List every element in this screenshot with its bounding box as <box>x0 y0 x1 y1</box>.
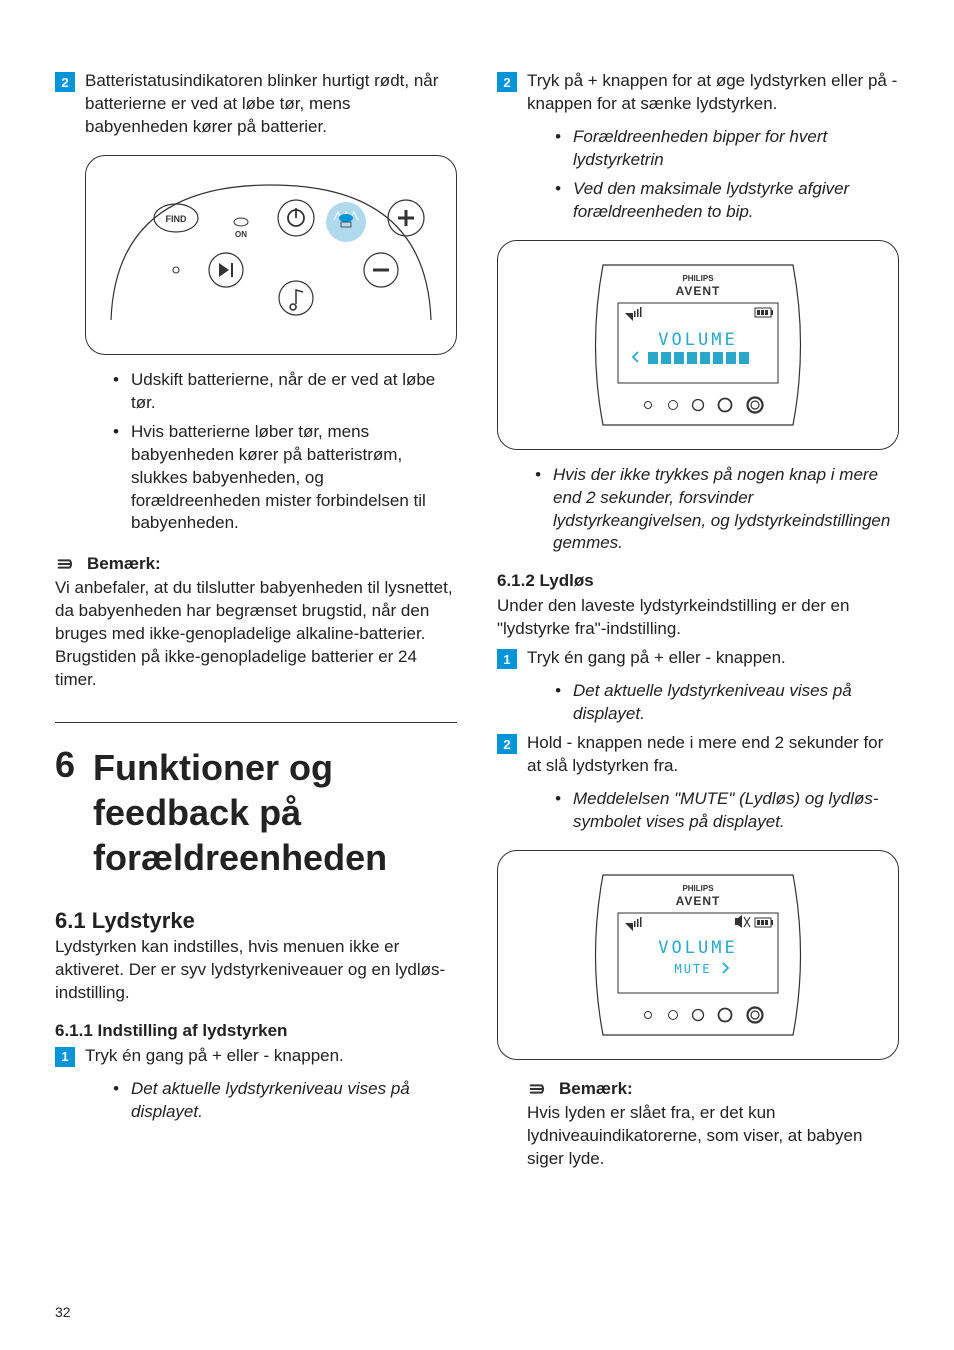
note-label: Bemærk: <box>87 554 161 574</box>
bullet-item: Meddelelsen "MUTE" (Lydløs) og lydløs-sy… <box>555 788 899 834</box>
svg-text:PHILIPS: PHILIPS <box>682 884 714 893</box>
left-step-2: 2 Batteristatusindikatoren blinker hurti… <box>55 70 457 139</box>
svg-text:VOLUME: VOLUME <box>658 330 737 350</box>
note-row: Bemærk: <box>527 1078 899 1100</box>
find-label: FIND <box>166 214 187 224</box>
s612-step1-bullets: Det aktuelle lydstyrkeniveau vises på di… <box>555 680 899 726</box>
bullet-item: Det aktuelle lydstyrkeniveau vises på di… <box>555 680 899 726</box>
note-icon <box>55 553 77 575</box>
svg-text:VOLUME: VOLUME <box>658 938 737 958</box>
parent-unit-volume-illustration: PHILIPS AVENT VOLUME <box>497 240 899 450</box>
step-text: Tryk på + knappen for at øge lydstyrken … <box>527 70 899 116</box>
step-number: 1 <box>497 649 517 669</box>
bullet-item: Det aktuelle lydstyrkeniveau vises på di… <box>113 1078 457 1124</box>
subsubsection-heading: 6.1.2 Lydløs <box>497 571 899 591</box>
left-column: 2 Batteristatusindikatoren blinker hurti… <box>55 70 457 1171</box>
note-body: Vi anbefaler, at du tilslutter babyenhed… <box>55 577 457 692</box>
step-text: Batteristatusindikatoren blinker hurtigt… <box>85 70 457 139</box>
step-text: Tryk én gang på + eller - knappen. <box>85 1045 344 1068</box>
bullet-item: Hvis batterierne løber tør, mens babyenh… <box>113 421 457 536</box>
step-number: 2 <box>497 72 517 92</box>
section-number: 6 <box>55 745 75 880</box>
baby-unit-illustration: FIND ON <box>85 155 457 355</box>
section-title: Funktioner og feedback på forældreenhede… <box>93 745 457 880</box>
bullet-item: Hvis der ikke trykkes på nogen knap i me… <box>535 464 899 556</box>
step-text: Hold - knappen nede i mere end 2 sekunde… <box>527 732 899 778</box>
svg-text:AVENT: AVENT <box>676 894 721 908</box>
volume-bars <box>648 352 749 364</box>
step-number: 2 <box>55 72 75 92</box>
step-text: Tryk én gang på + eller - knappen. <box>527 647 786 670</box>
parent-unit-mute-illustration: PHILIPS AVENT VOLUME MUTE <box>497 850 899 1060</box>
subsection-body: Lydstyrken kan indstilles, hvis menuen i… <box>55 936 457 1005</box>
step-number: 2 <box>497 734 517 754</box>
right-after-display-bullets: Hvis der ikke trykkes på nogen knap i me… <box>535 464 899 556</box>
s612-intro: Under den laveste lydstyrkeindstilling e… <box>497 595 899 641</box>
right-column: 2 Tryk på + knappen for at øge lydstyrke… <box>497 70 899 1171</box>
bullet-item: Ved den maksimale lydstyrke afgiver foræ… <box>555 178 899 224</box>
section-divider <box>55 722 457 723</box>
subsubsection-heading: 6.1.1 Indstilling af lydstyrken <box>55 1021 457 1041</box>
svg-text:MUTE: MUTE <box>675 962 712 976</box>
note-body: Hvis lyden er slået fra, er det kun lydn… <box>527 1102 899 1171</box>
s611-step1-bullets: Det aktuelle lydstyrkeniveau vises på di… <box>113 1078 457 1124</box>
right-step2-bullets: Forældreenheden bipper for hvert lydstyr… <box>555 126 899 224</box>
s612-step2-bullets: Meddelelsen "MUTE" (Lydløs) og lydløs-sy… <box>555 788 899 834</box>
s612-step-1: 1 Tryk én gang på + eller - knappen. <box>497 647 899 670</box>
page-number: 32 <box>55 1304 71 1320</box>
note-row: Bemærk: <box>55 553 457 575</box>
on-label: ON <box>235 230 247 239</box>
svg-text:AVENT: AVENT <box>676 284 721 298</box>
step-number: 1 <box>55 1047 75 1067</box>
subsection-heading: 6.1 Lydstyrke <box>55 908 457 934</box>
svg-text:PHILIPS: PHILIPS <box>682 274 714 283</box>
note-label: Bemærk: <box>559 1079 633 1099</box>
bullet-item: Udskift batterierne, når de er ved at lø… <box>113 369 457 415</box>
section-heading: 6 Funktioner og feedback på forældreenhe… <box>55 745 457 880</box>
left-after-illus-bullets: Udskift batterierne, når de er ved at lø… <box>113 369 457 536</box>
note-icon <box>527 1078 549 1100</box>
s612-step-2: 2 Hold - knappen nede i mere end 2 sekun… <box>497 732 899 778</box>
bullet-item: Forældreenheden bipper for hvert lydstyr… <box>555 126 899 172</box>
right-step-2: 2 Tryk på + knappen for at øge lydstyrke… <box>497 70 899 116</box>
s611-step-1: 1 Tryk én gang på + eller - knappen. <box>55 1045 457 1068</box>
